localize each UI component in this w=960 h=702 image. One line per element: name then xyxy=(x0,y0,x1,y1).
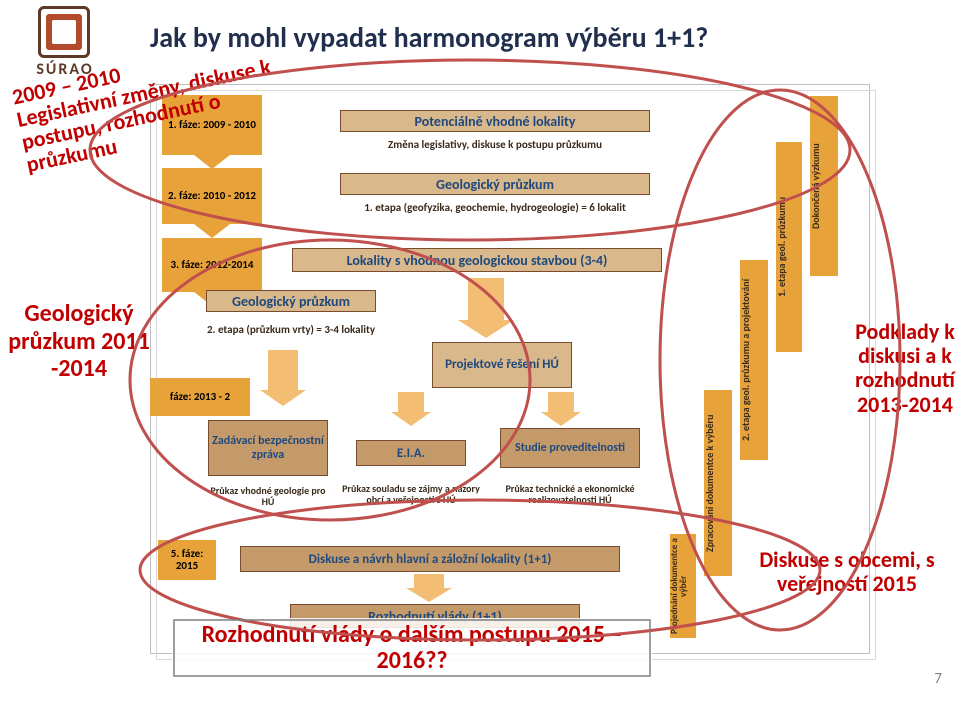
vbar-proj-text: Projednání dokumentce a výběr xyxy=(670,534,696,638)
phase-3-label: 3. fáze: 2012-2014 xyxy=(171,259,254,271)
phase-4: fáze: 2013 - 2 xyxy=(150,378,250,416)
anno-right2: Diskuse s obcemi, s veřejností 2015 xyxy=(740,548,954,596)
vbar-et1-text: 1. etapa geol. průzkumu xyxy=(776,142,802,352)
arrow-mid-1 xyxy=(468,278,504,320)
phase-4-label: fáze: 2013 - 2 xyxy=(170,391,230,403)
arrow-a xyxy=(268,350,298,390)
arrow-c xyxy=(548,392,574,412)
box-geol1: Geologický průzkum xyxy=(340,173,650,195)
box-projekt: Projektové řešení HÚ xyxy=(432,342,572,388)
arrow-2 xyxy=(194,224,230,238)
vbar-dok-text: Dokončená výzkumu xyxy=(810,96,838,276)
arrow-c-head xyxy=(541,412,581,426)
phase-5-label: 5. fáze: 2015 xyxy=(160,548,214,572)
phase-2: 2. fáze: 2010 - 2012 xyxy=(162,168,262,224)
box-etapa1: 1. etapa (geofyzika, geochemie, hydrogeo… xyxy=(315,197,675,217)
phase-5: 5. fáze: 2015 xyxy=(158,540,216,580)
page-number: 7 xyxy=(934,670,942,688)
arrow-d-head xyxy=(406,588,452,602)
box-eia: E.I.A. xyxy=(356,440,466,466)
box-pruk-soulad: Průkaz souladu se zájmy a názory obcí a … xyxy=(340,472,482,516)
box-zmena: Změna legislativy, diskuse k postupu prů… xyxy=(315,134,675,154)
box-lokality34: Lokality s vhodnou geologickou stavbou (… xyxy=(292,248,662,272)
arrow-b xyxy=(398,392,424,412)
box-pruk-geol: Průkaz vhodné geologie pro HÚ xyxy=(208,480,328,512)
box-pruk-tech: Průkaz technické a ekonomické realizovat… xyxy=(500,472,640,516)
arrow-1 xyxy=(194,155,230,169)
box-etapa2: 2. etapa (průzkum vrty) = 3-4 lokality xyxy=(206,314,376,346)
arrow-a-head xyxy=(260,390,306,406)
phase-3: 3. fáze: 2012-2014 xyxy=(162,238,262,292)
arrow-mid-1-head xyxy=(458,320,514,338)
anno-right1: Podklady k diskusi a k rozhodnutí 2013-2… xyxy=(852,320,958,417)
box-potencialne: Potenciálně vhodné lokality xyxy=(340,110,650,132)
anno-left: Geologický průzkum 2011 -2014 xyxy=(6,300,152,383)
arrow-b-head xyxy=(391,412,431,426)
box-geol2: Geologický průzkum xyxy=(206,290,376,312)
vbar-zprac-text: Zpracování dokumentce k výběru xyxy=(704,390,732,576)
anno-bottom: Rozhodnutí vlády o dalším postupu 2015 –… xyxy=(172,618,652,678)
vbar-et2-text: 2. etapa geol. průzkumu a projektování xyxy=(740,260,768,460)
box-zadavaci: Zadávací bezpečnostní zpráva xyxy=(208,420,328,476)
box-diskuse: Diskuse a návrh hlavní a záložní lokalit… xyxy=(240,546,620,572)
box-studie: Studie proveditelnosti xyxy=(500,428,640,468)
arrow-d xyxy=(414,574,444,588)
phase-2-label: 2. fáze: 2010 - 2012 xyxy=(168,190,256,202)
